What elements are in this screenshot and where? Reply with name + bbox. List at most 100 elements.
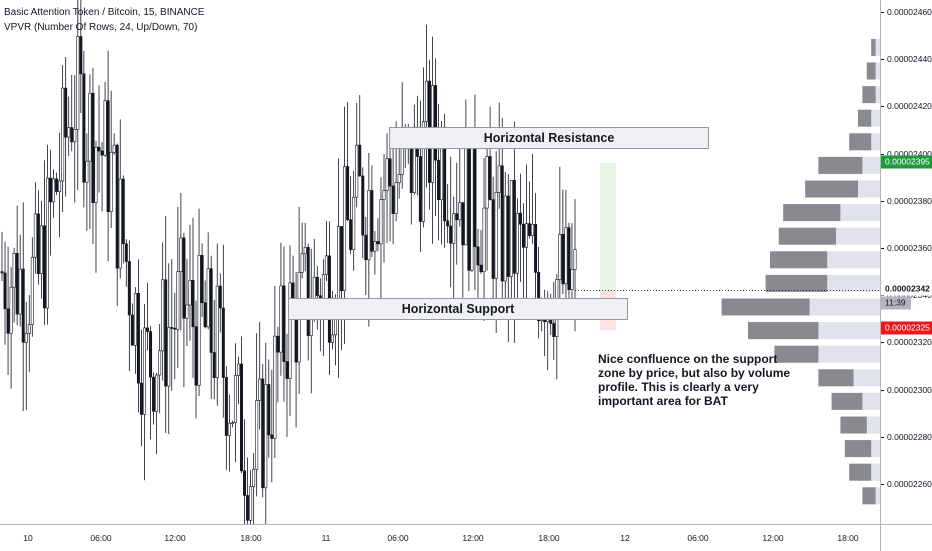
- candle-down: [194, 326, 198, 386]
- candle-up: [52, 178, 56, 203]
- candle-up: [352, 196, 356, 250]
- candle-up: [39, 225, 43, 275]
- price-tick: [881, 484, 884, 485]
- candle-down: [182, 237, 186, 319]
- price-tick-label: 0.00002440: [887, 54, 932, 65]
- price-tick-label: 0.00002400: [887, 148, 932, 159]
- candle-down: [567, 227, 571, 290]
- candle-down: [15, 253, 19, 315]
- indicator-title[interactable]: VPVR (Number Of Rows, 24, Up/Down, 70): [4, 22, 198, 33]
- support-annotation[interactable]: Horizontal Support: [288, 298, 628, 320]
- price-axis[interactable]: 0.00002460 0.00002440 0.00002420 0.00002400…: [880, 0, 932, 524]
- volume-profile-up-bar: [849, 133, 872, 151]
- candle-up: [176, 271, 180, 330]
- volume-profile-up-bar: [783, 204, 841, 222]
- candle-up: [570, 269, 574, 290]
- candle-down: [218, 285, 222, 309]
- price-tick-label: 0.00002300: [887, 384, 932, 395]
- candle-up: [482, 207, 486, 273]
- candle-down: [42, 225, 46, 309]
- time-tick-label: 06:00: [387, 533, 409, 543]
- candle-up: [300, 253, 304, 273]
- candle-up: [324, 255, 328, 275]
- candle-down: [97, 146, 101, 152]
- target-zone: [600, 163, 616, 290]
- candle-up: [73, 129, 77, 143]
- candle-down: [21, 268, 25, 343]
- candle-up: [118, 178, 122, 269]
- volume-profile-up-bar: [866, 62, 876, 80]
- candle-up: [249, 486, 253, 521]
- candle-up: [458, 202, 462, 221]
- candle-up: [494, 192, 498, 279]
- candle-up: [61, 87, 65, 182]
- candle-up: [497, 165, 501, 193]
- candle-down: [246, 495, 250, 521]
- symbol-title[interactable]: Basic Attention Token / Bitcoin, 15, BIN…: [4, 7, 205, 18]
- candle-up: [227, 422, 231, 436]
- candle-down: [512, 180, 516, 274]
- candle-up: [179, 237, 183, 272]
- analysis-note[interactable]: Nice confluence on the support zone by p…: [598, 352, 791, 408]
- time-tick-label: 12:00: [762, 533, 784, 543]
- candle-up: [470, 134, 474, 271]
- candle-down: [376, 241, 380, 245]
- candle-down: [3, 272, 7, 310]
- time-tick-label: 11: [321, 533, 331, 543]
- chart-area[interactable]: Basic Attention Token / Bitcoin, 15, BIN…: [0, 0, 880, 524]
- candle-down: [212, 352, 216, 378]
- candle-up: [88, 92, 92, 162]
- volume-profile-up-bar: [871, 38, 876, 56]
- candle-up: [188, 280, 192, 306]
- candle-down: [149, 331, 153, 378]
- candle-down: [221, 307, 225, 378]
- candle-up: [103, 100, 107, 156]
- candle-up: [373, 241, 377, 252]
- candle-down: [434, 85, 438, 161]
- candle-up: [255, 400, 259, 470]
- candle-down: [561, 234, 565, 285]
- candle-down: [152, 376, 156, 412]
- candle-down: [173, 327, 177, 330]
- candle-down: [449, 225, 453, 244]
- candle-down: [473, 134, 477, 248]
- candle-down: [124, 243, 128, 262]
- candle-down: [479, 264, 483, 273]
- candle-up: [279, 285, 283, 353]
- volume-profile-up-bar: [862, 487, 876, 505]
- volume-profile-up-bar: [748, 322, 819, 340]
- candle-up: [273, 335, 277, 439]
- candle-up: [309, 317, 313, 336]
- candle-down: [467, 145, 471, 271]
- candle-down: [534, 224, 538, 273]
- time-axis[interactable]: 10 06:00 12:00 18:00 11 06:00 12:00 18:00 12 06:0…: [0, 524, 880, 551]
- candle-down: [79, 36, 83, 75]
- candle-down: [388, 158, 392, 187]
- candle-down: [203, 302, 207, 328]
- candlestick-chart[interactable]: [0, 0, 880, 524]
- candle-down: [506, 195, 510, 277]
- time-tick-label: 12: [620, 533, 630, 543]
- candle-up: [464, 145, 468, 246]
- candle-down: [261, 378, 265, 489]
- price-tick: [881, 200, 884, 202]
- candle-down: [488, 156, 492, 200]
- candle-down: [121, 178, 125, 245]
- candle-up: [531, 224, 535, 236]
- volume-profile-up-bar: [818, 156, 863, 174]
- resistance-annotation[interactable]: Horizontal Resistance: [389, 127, 709, 149]
- candle-up: [330, 334, 334, 343]
- candle-up: [252, 468, 256, 487]
- candle-up: [45, 177, 49, 309]
- candle-down: [240, 363, 244, 472]
- candle-up: [355, 144, 359, 198]
- candle-down: [455, 213, 459, 221]
- candle-down: [500, 165, 504, 282]
- candle-down: [291, 282, 295, 300]
- candle-down: [146, 327, 150, 332]
- candle-down: [282, 285, 286, 362]
- candle-up: [142, 327, 146, 415]
- candle-up: [394, 182, 398, 214]
- volume-profile-up-bar: [721, 298, 810, 316]
- candle-down: [6, 308, 10, 334]
